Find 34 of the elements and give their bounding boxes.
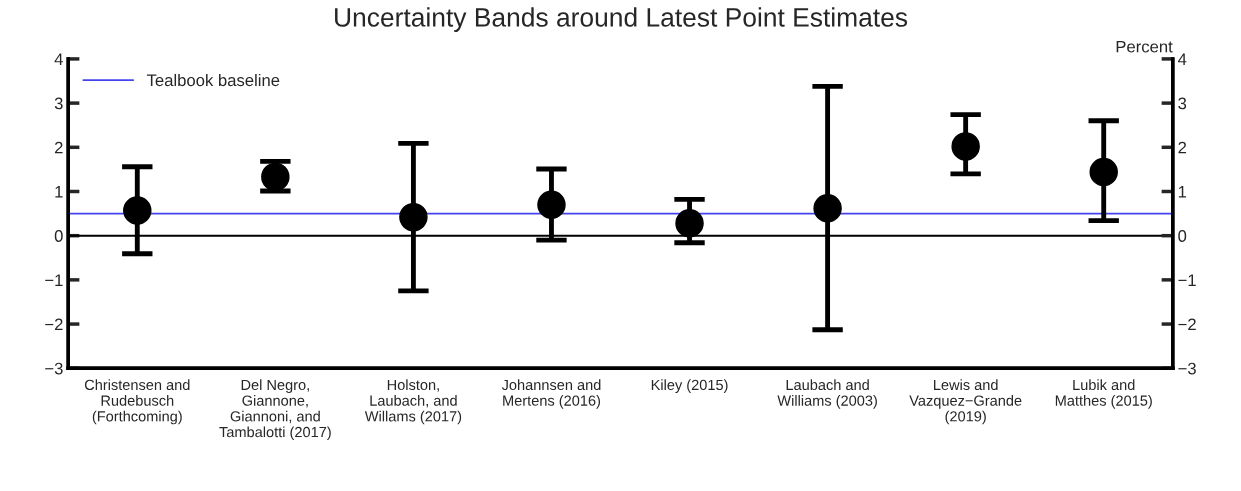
x-tick-label: Christensen and Rudebusch (Forthcoming) [84,379,190,425]
point [813,194,842,223]
y2-tick-label: 2 [1178,141,1187,154]
y-tick-label: −3 [45,362,63,375]
y-tick-label: 2 [54,141,63,154]
y-tick-label: 0 [54,230,63,242]
y2-tick-label: −2 [1178,318,1196,331]
point [675,209,704,238]
x-tick-label: Johannsen and Mertens (2016) [501,379,601,409]
point [123,196,152,225]
y-tick-label: 4 [54,53,63,65]
x-tick-label: Kiley (2015) [651,379,728,393]
point [1089,157,1118,187]
y2-tick-label: −1 [1178,274,1196,286]
point [951,132,980,161]
point [537,190,566,219]
y2-tick-label: −3 [1178,362,1196,375]
point [399,202,428,232]
x-tick-label: Lubik and Matthes (2015) [1055,379,1152,409]
y-tick-label: −1 [45,274,63,286]
y2-tick-label: 1 [1178,186,1187,198]
x-tick-label: Laubach and Williams (2003) [777,379,877,409]
chart-title: Uncertainty Bands around Latest Point Estimates [335,7,908,32]
y2-tick-label: 4 [1177,53,1187,65]
legend-label: Tealbook baseline [146,73,280,87]
y2-axis-title: Percent [1116,40,1173,53]
x-tick-label: Holston, Laubach, and Willams (2017) [364,379,462,425]
y-tick-label: 1 [55,186,63,198]
y2-tick-label: 0 [1178,230,1187,242]
y2-tick-label: 3 [1178,97,1187,110]
y-tick-label: −2 [45,318,63,331]
x-tick-label: Del Negro, Giannone, Giannoni, and Tambalotti (2017) [219,379,331,441]
x-tick-label: Lewis and Vazquez−Grande (2019) [909,379,1022,425]
y-tick-label: 3 [54,97,63,110]
